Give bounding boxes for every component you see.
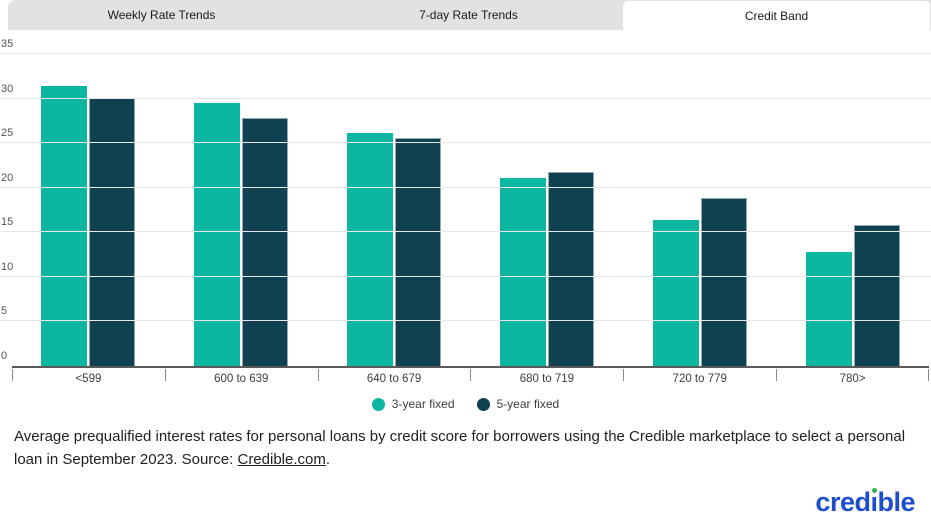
credible-com-link[interactable]: Credible.com <box>237 451 326 468</box>
chart-caption: Average prequalified interest rates for … <box>14 425 917 471</box>
category-band-720-to-779 <box>623 40 776 366</box>
y-axis-label-25: 25 <box>1 127 14 140</box>
logo-dotless-i: ı <box>870 487 878 517</box>
axis-tick <box>776 369 778 381</box>
tab-7-day-rate-trends[interactable]: 7-day Rate Trends <box>419 8 518 22</box>
chart-bands <box>12 40 929 366</box>
axis-tick-end <box>928 369 929 381</box>
logo-text-part1: cred <box>815 487 871 517</box>
category-band--599 <box>12 40 165 366</box>
y-axis-label-20: 20 <box>1 171 14 184</box>
logo-text-part2: ble <box>877 487 915 517</box>
y-axis-label-15: 15 <box>1 216 14 229</box>
legend-label: 5-year fixed <box>496 397 560 411</box>
credible-logo: credı ble <box>815 487 915 517</box>
axis-tick <box>12 369 13 381</box>
y-axis-label-0: 0 <box>1 350 8 362</box>
x-axis-label: 640 to 679 <box>366 373 422 385</box>
bar-5-year-fixed-720-to-779[interactable] <box>700 198 747 366</box>
bar-chart: 0 5 10 15 20 25 30 35 <599 600 to 639 640 to 679 6… <box>0 38 931 411</box>
bar-5-year-fixed-680-to-719[interactable] <box>547 171 594 366</box>
bar-5-year-fixed-640-to-679[interactable] <box>395 137 442 366</box>
gridline-5 <box>0 320 931 322</box>
caption-text: Average prequalified interest rates for … <box>14 428 906 468</box>
gridline-30 <box>0 97 931 99</box>
x-axis-category-600-to-639: 600 to 639 <box>164 368 318 388</box>
tab-credit-band[interactable]: Credit Band <box>622 0 931 30</box>
x-axis: <599 600 to 639 640 to 679 680 to 719 720 to… <box>12 366 929 388</box>
y-axis-label-10: 10 <box>1 260 14 273</box>
x-axis-category-640-to-679: 640 to 679 <box>317 368 471 388</box>
legend-dot-5-year-fixed <box>476 397 490 411</box>
y-axis-label-5: 5 <box>1 305 8 318</box>
axis-tick <box>164 369 166 381</box>
category-band-600-to-639 <box>165 40 318 366</box>
x-axis-label: 780> <box>839 373 866 385</box>
x-axis-label: 600 to 639 <box>214 373 269 385</box>
gridline-20 <box>0 186 931 188</box>
caption-period: . <box>325 451 331 468</box>
legend-item-5-year-fixed: 5-year fixed <box>471 397 566 411</box>
x-axis-label: 680 to 719 <box>519 373 575 385</box>
x-axis-label: <599 <box>75 373 102 385</box>
bar-5-year-fixed-600-to-639[interactable] <box>242 118 289 366</box>
bar-3-year-fixed-600-to-639[interactable] <box>194 103 241 366</box>
chart-plot-area: 0 5 10 15 20 25 30 35 <box>0 38 931 366</box>
x-axis-category--599: <599 <box>12 368 165 388</box>
gridline-15 <box>0 231 931 233</box>
tab-weekly-rate-trends[interactable]: Weekly Rate Trends <box>107 8 216 22</box>
axis-tick <box>317 369 319 381</box>
x-axis-category-780-: 780> <box>776 368 929 388</box>
gridline-25 <box>0 142 931 144</box>
logo-i-green-dot <box>871 488 877 493</box>
bar-3-year-fixed-780-[interactable] <box>805 251 852 366</box>
axis-tick <box>470 369 472 381</box>
bar-3-year-fixed-720-to-779[interactable] <box>652 219 699 366</box>
legend-label: 3-year fixed <box>391 397 455 411</box>
gridline-10 <box>0 275 931 277</box>
category-band-780- <box>776 40 929 366</box>
x-axis-category-680-to-719: 680 to 719 <box>470 368 623 388</box>
x-axis-label: 720 to 779 <box>672 373 727 385</box>
bar-5-year-fixed-780-[interactable] <box>853 225 900 366</box>
bar-3-year-fixed-680-to-719[interactable] <box>499 177 546 366</box>
chart-legend: 3-year fixed 5-year fixed <box>0 397 931 411</box>
axis-tick <box>623 369 625 381</box>
category-band-680-to-719 <box>470 40 623 366</box>
gridline-35 <box>0 53 931 54</box>
x-axis-category-720-to-779: 720 to 779 <box>623 368 776 388</box>
tab-bar: Weekly Rate Trends 7-day Rate Trends Cre… <box>8 0 931 30</box>
legend-item-3-year-fixed: 3-year fixed <box>366 397 461 411</box>
bar-3-year-fixed--599[interactable] <box>41 86 88 366</box>
legend-dot-3-year-fixed <box>371 397 385 411</box>
y-axis-label-30: 30 <box>1 82 14 95</box>
bar-3-year-fixed-640-to-679[interactable] <box>347 133 394 366</box>
category-band-640-to-679 <box>318 40 471 366</box>
y-axis-label-35: 35 <box>1 38 14 50</box>
